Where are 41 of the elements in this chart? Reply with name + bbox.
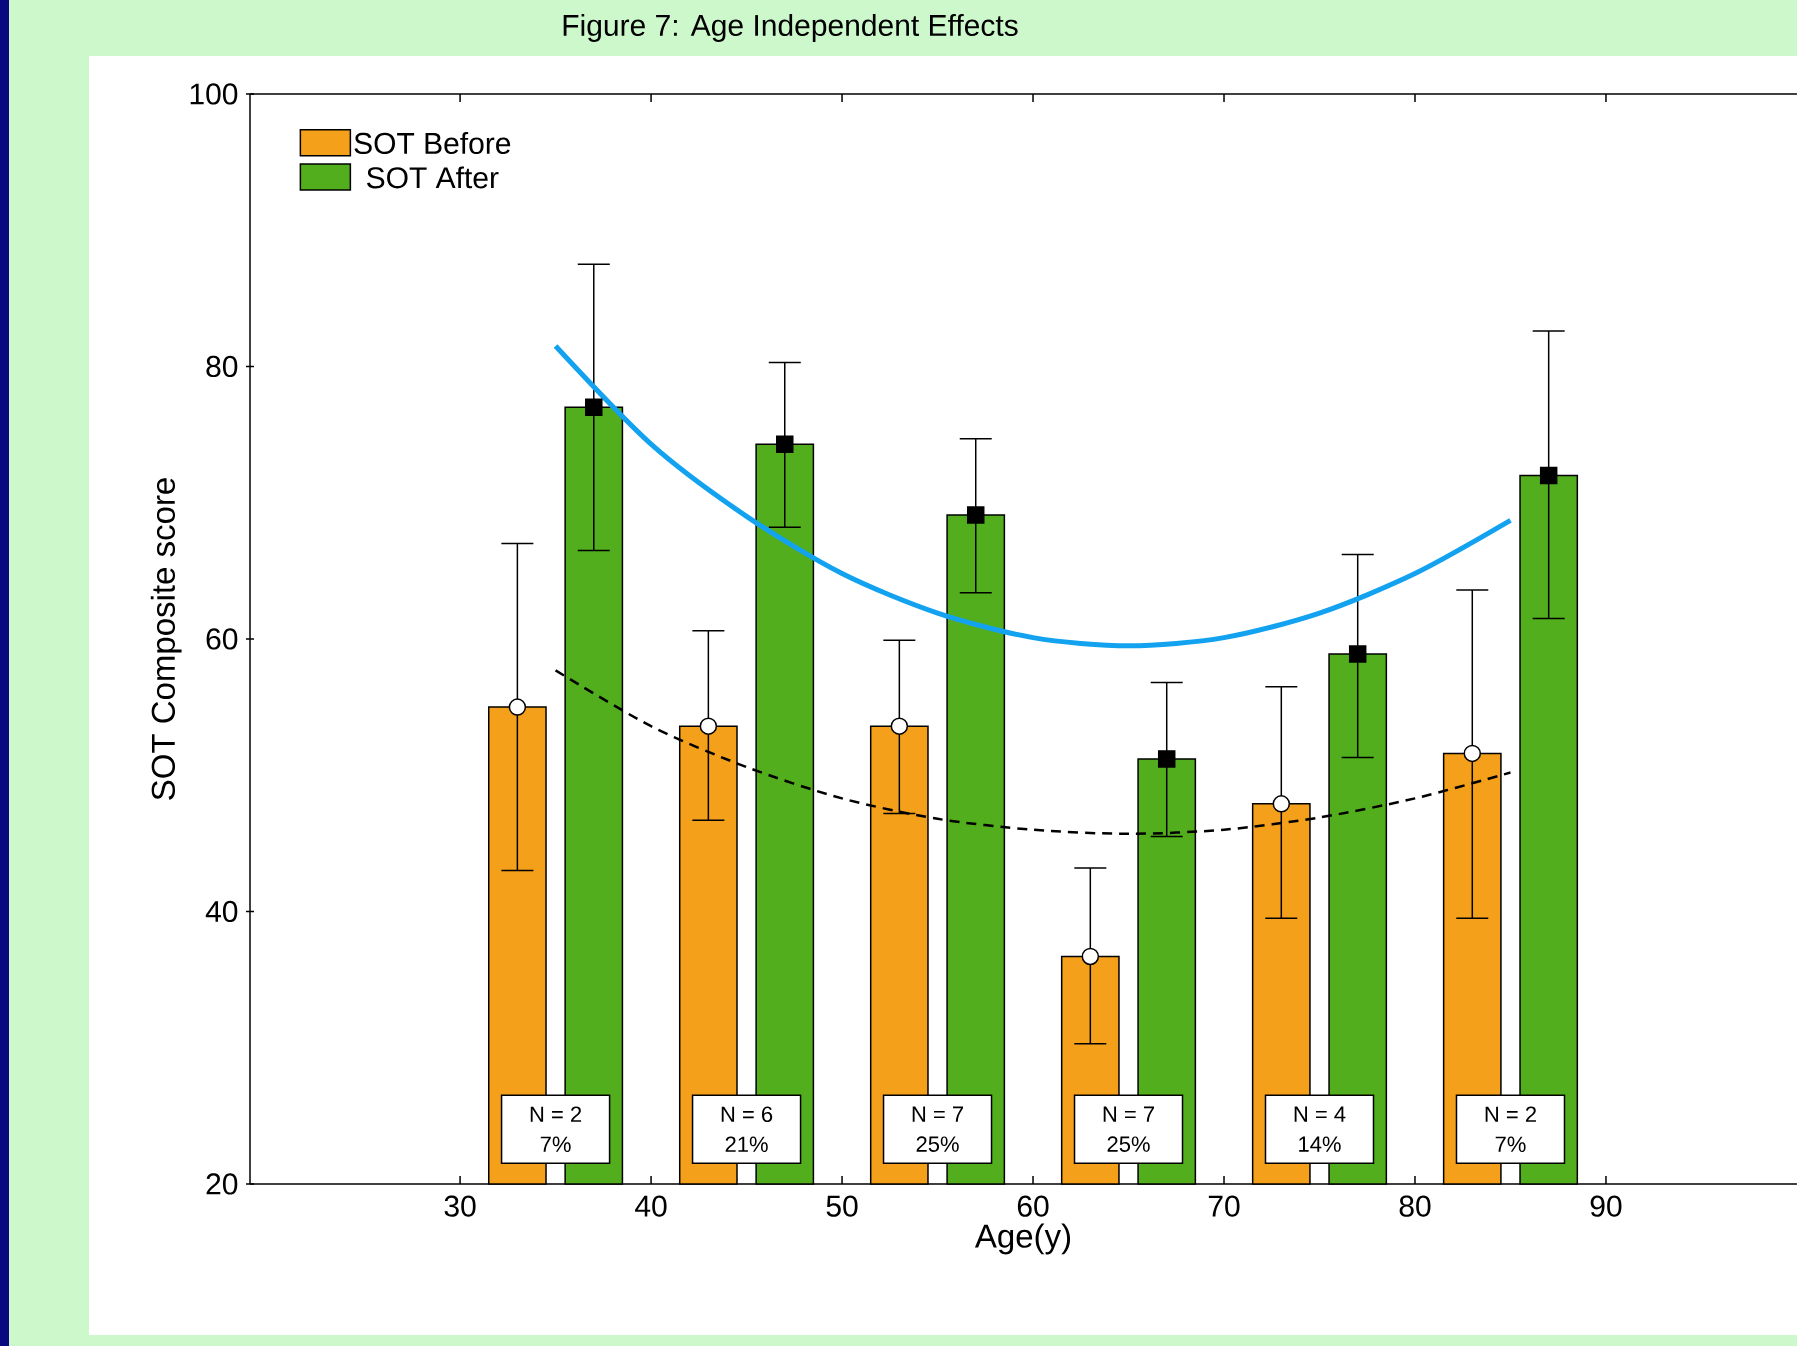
legend-label: SOT Before (354, 132, 511, 155)
x-axis-title: Age(y) (974, 1223, 1071, 1255)
point (1272, 795, 1291, 813)
y-tick-label: 60 (206, 628, 238, 650)
point (1081, 947, 1100, 966)
annotation: N = 7 (912, 1106, 964, 1122)
y-tick-label: 100 (190, 83, 238, 105)
point (966, 506, 985, 524)
y-tick-label: 80 (206, 355, 238, 378)
x-tick-label: 80 (1399, 1195, 1431, 1217)
annotation: 25% (1107, 1136, 1150, 1152)
legend-label: SOT After (366, 166, 499, 189)
annotation: N = 4 (1294, 1106, 1346, 1122)
y-tick-label: 40 (205, 900, 238, 923)
point (508, 698, 527, 716)
annotation: N = 7 (1103, 1106, 1154, 1122)
x-tick-label: 30 (444, 1195, 476, 1217)
point (776, 435, 794, 453)
point (1157, 750, 1176, 768)
annotation: 21% (725, 1136, 768, 1152)
x-tick-label: 60 (1017, 1195, 1049, 1217)
annotation: 25% (916, 1136, 959, 1152)
chart-title: Figure 7: Age Independent Effects (563, 14, 1018, 42)
x-tick-label: 40 (635, 1195, 667, 1217)
x-tick-label: 50 (826, 1195, 858, 1217)
x-tick-label: 90 (1590, 1195, 1622, 1217)
annotation: N = 2 (1485, 1106, 1536, 1122)
annotation: 14% (1299, 1136, 1341, 1152)
y-tick-label: 20 (206, 1173, 238, 1195)
point (1463, 744, 1482, 763)
point (585, 398, 603, 417)
x-tick-label: 70 (1208, 1195, 1240, 1217)
point (1539, 466, 1558, 485)
point (699, 717, 718, 735)
y-axis-title: SOT Composite score (150, 478, 182, 800)
annotation: N = 2 (530, 1106, 582, 1122)
annotation: 7% (540, 1136, 571, 1152)
point (1348, 645, 1367, 663)
point (890, 717, 909, 735)
annotation: N = 6 (721, 1106, 773, 1123)
annotation: 7% (1495, 1136, 1526, 1152)
